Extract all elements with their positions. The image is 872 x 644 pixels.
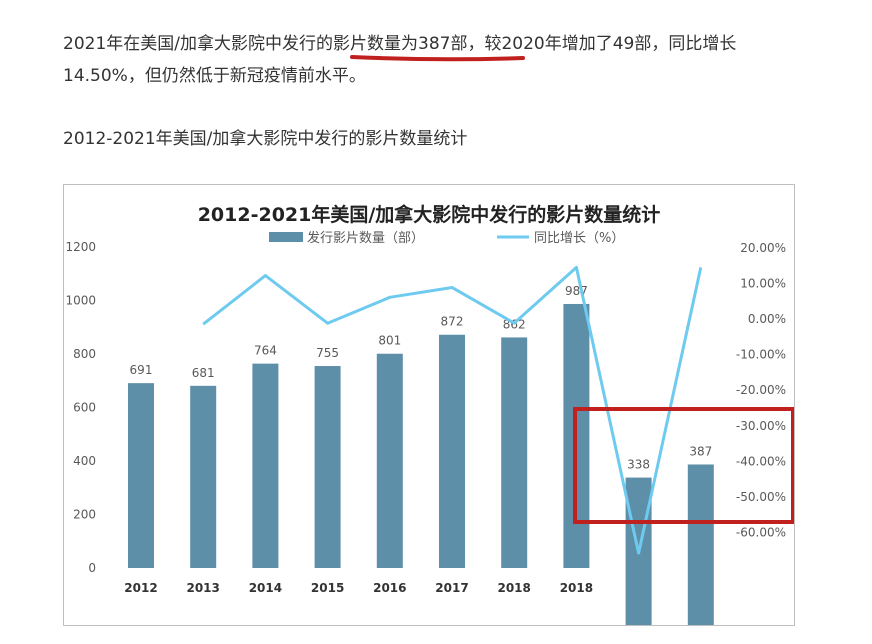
bar	[314, 366, 341, 568]
x-axis-labels: 2012 2013 2014 2015 2016 2017 2018 2018	[124, 581, 593, 595]
bar-data-label: 387	[689, 444, 712, 458]
left-axis-tick-label: 1200	[65, 240, 96, 254]
bar-data-label: 987	[565, 284, 588, 298]
left-axis-tick-label: 400	[73, 454, 96, 468]
right-axis-tick-label: -50.00%	[736, 490, 786, 504]
left-axis-tick-label: 1000	[65, 294, 96, 308]
x-axis-tick-label: 2012	[124, 581, 157, 595]
right-axis-tick-label: -20.00%	[736, 383, 786, 397]
right-axis-tick-label: 10.00%	[740, 276, 786, 290]
right-axis-tick-label: 20.00%	[740, 241, 786, 255]
x-axis-tick-label: 2018	[497, 581, 530, 595]
legend: 发行影片数量（部） 同比增长（%）	[269, 230, 624, 246]
x-axis-tick-label: 2014	[249, 581, 282, 595]
bar-data-label: 872	[441, 315, 464, 329]
right-axis-tick-label: 0.00%	[748, 312, 786, 326]
bar-data-label: 801	[378, 334, 401, 348]
chart-svg: 2012-2021年美国/加拿大影院中发行的影片数量统计 发行影片数量（部） 同比…	[65, 203, 794, 625]
left-axis-tick-label: 800	[73, 347, 96, 361]
bar-data-label: 764	[254, 344, 277, 358]
right-axis-tick-label: -40.00%	[736, 454, 786, 468]
right-y-axis: -60.00% -50.00% -40.00% -30.00% -20.00% -10.0…	[736, 241, 786, 540]
right-axis-tick-label: -30.00%	[736, 419, 786, 433]
left-axis-tick-label: 600	[73, 401, 96, 415]
bar-data-label: 338	[627, 458, 650, 472]
paragraph-text-end: ，较2020年增加了49部，同比增长	[467, 34, 737, 54]
paragraph-text-start: 2021年在美国/加拿大影院中发行的	[63, 34, 333, 54]
x-axis-tick-label: 2013	[186, 581, 219, 595]
x-axis-tick-label: 2015	[311, 581, 344, 595]
bar	[439, 334, 465, 568]
x-axis-tick-label: 2017	[435, 581, 468, 595]
red-box-annotation	[573, 407, 794, 524]
growth-line-series	[202, 265, 703, 555]
bar	[687, 464, 714, 625]
x-axis-tick-label: 2018	[560, 581, 593, 595]
left-y-axis: 0 200 400 600 800 1000 1200	[65, 240, 96, 575]
legend-bar-swatch	[269, 232, 303, 242]
chart-title: 2012-2021年美国/加拿大影院中发行的影片数量统计	[198, 203, 661, 226]
chart-caption: 2012-2021年美国/加拿大影院中发行的影片数量统计	[63, 129, 468, 149]
highlighted-phrase: 影片数量为387部	[333, 34, 468, 54]
bar	[128, 383, 154, 568]
bar-data-label: 755	[316, 346, 339, 360]
bar-data-label: 691	[130, 363, 153, 377]
legend-line-label: 同比增长（%）	[534, 231, 624, 246]
growth-line	[202, 265, 703, 555]
chart-frame: 2012-2021年美国/加拿大影院中发行的影片数量统计 发行影片数量（部） 同比…	[63, 184, 795, 626]
bar	[376, 353, 403, 568]
right-axis-tick-label: -10.00%	[736, 348, 786, 362]
x-axis-tick-label: 2016	[373, 581, 406, 595]
bar	[252, 363, 279, 568]
bar	[501, 337, 528, 568]
bar	[190, 385, 217, 568]
left-axis-tick-label: 0	[88, 561, 96, 575]
left-axis-tick-label: 200	[73, 508, 96, 522]
paragraph-line-2: 14.50%，但仍然低于新冠疫情前水平。	[63, 66, 366, 86]
legend-bar-label: 发行影片数量（部）	[307, 230, 424, 246]
article-paragraph: 2021年在美国/加拿大影院中发行的影片数量为387部，较2020年增加了49部…	[63, 28, 823, 92]
right-axis-tick-label: -60.00%	[736, 526, 786, 540]
bar-data-label: 681	[192, 366, 215, 380]
